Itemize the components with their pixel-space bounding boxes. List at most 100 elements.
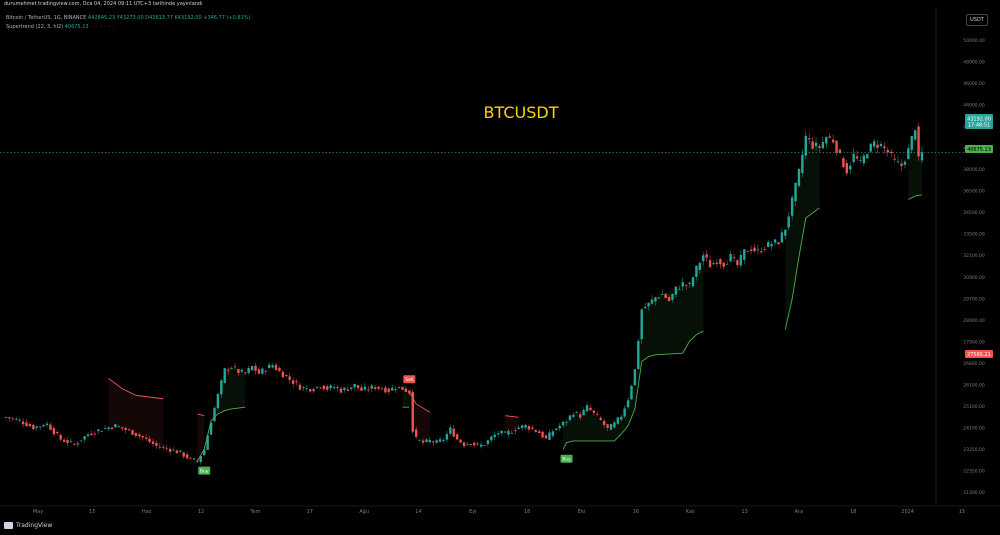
candle-body [90, 433, 93, 435]
candle-body [110, 427, 114, 430]
candle-body [479, 444, 483, 447]
supertrend-tag-bg [965, 145, 993, 153]
candle-body [862, 155, 866, 164]
candle-body [849, 165, 852, 170]
candle-body [664, 293, 667, 299]
candle-body [818, 146, 821, 148]
candle-body [691, 277, 695, 287]
candle-body [360, 387, 363, 391]
supertrend-down-line [109, 378, 588, 417]
candle-body [507, 430, 510, 435]
red-level-tag: 27565.21 [967, 352, 991, 358]
candle-body [131, 430, 134, 435]
buy-signal-label: Buy [200, 468, 209, 474]
candle-body [285, 375, 288, 377]
candle-body [114, 424, 117, 428]
candle-body [237, 369, 240, 374]
candle-body [835, 140, 838, 154]
candle-body [558, 425, 561, 429]
candle-body [438, 439, 442, 442]
indicator-settings-icons[interactable]: ◦ ◦ ◦ ◦ ◦ ◦ [90, 24, 116, 30]
candle-body [596, 414, 599, 415]
candle-body [527, 426, 531, 430]
candle-body [715, 262, 719, 264]
candle-body [613, 422, 616, 428]
candle-body [223, 368, 226, 383]
symbol-name[interactable]: Bitcoin / TetherUS, 1G, BINANCE [6, 15, 87, 21]
candle-body [363, 386, 367, 390]
candle-body [452, 428, 455, 437]
candle-body [209, 422, 213, 435]
candle-body [350, 387, 353, 390]
price-tick-label: 48000.00 [963, 60, 985, 66]
candle-body [302, 387, 305, 388]
candle-body [589, 407, 592, 411]
candle-body [185, 454, 189, 459]
candle-body [797, 168, 801, 187]
tradingview-logo[interactable]: TradingView [4, 522, 52, 529]
candle-body [28, 423, 32, 427]
currency-button[interactable]: USDT [966, 14, 988, 26]
candle-body [233, 366, 237, 368]
publish-header: durumehmet tradingview.com, Oca 04, 2024… [4, 1, 203, 7]
candle-body [230, 368, 233, 369]
candle-body [76, 443, 79, 445]
indicator-name[interactable]: Supertrend (22, 3, hl2) [6, 24, 64, 30]
price-tick-label: 22350.00 [963, 468, 985, 474]
candle-body [698, 263, 702, 270]
candle-body [312, 389, 315, 392]
candle-body [893, 158, 896, 160]
candle-body [462, 442, 466, 447]
candle-body [770, 244, 773, 247]
time-tick-label: 18 [850, 509, 856, 515]
candle-body [339, 388, 343, 393]
symbol-row: Bitcoin / TetherUS, 1G, BINANCE A42845.2… [6, 14, 251, 23]
chart-legend: Bitcoin / TetherUS, 1G, BINANCE A42845.2… [6, 14, 251, 32]
candle-body [158, 446, 162, 448]
candle-body [695, 265, 698, 277]
candle-body [83, 436, 86, 440]
candle-body [890, 151, 893, 154]
candle-body [213, 407, 216, 422]
candle-body [790, 197, 794, 216]
candle-body [773, 239, 777, 243]
candle-body [876, 144, 879, 148]
candle-body [414, 429, 418, 437]
candle-body [353, 383, 356, 388]
candle-body [763, 249, 766, 250]
candle-body [117, 426, 120, 428]
candle-body [18, 419, 21, 421]
time-tick-label: 17 [307, 509, 313, 515]
candle-body [760, 251, 763, 253]
time-axis[interactable]: May 15 Haz 12 Tem 17 Ağu 14 Eyl 18 Eki 16 Kas 13 Ara 18… [33, 508, 965, 515]
candle-body [274, 364, 278, 370]
candle-body [206, 435, 209, 450]
time-tick-label: May [33, 509, 43, 515]
candle-body [537, 431, 541, 434]
candle-body [15, 418, 18, 420]
candle-body [124, 427, 127, 430]
indicator-value: 40675.13 [64, 24, 89, 30]
candle-body [582, 409, 585, 416]
candle-body [377, 386, 380, 389]
candle-body [435, 440, 438, 443]
time-tick-label: 14 [415, 509, 421, 515]
candle-body [643, 306, 647, 309]
candle-body [896, 161, 900, 163]
candle-body [749, 249, 753, 251]
candle-body [21, 421, 25, 425]
supertrend-tag: 40675.13 [967, 147, 991, 153]
candle-body [684, 284, 688, 286]
price-axis[interactable]: 50000.0048000.0046000.0044000.0042000.00… [0, 8, 1000, 507]
candle-body [380, 388, 384, 390]
candle-body [97, 429, 100, 432]
candle-body [585, 405, 589, 412]
candle-body [838, 149, 842, 154]
price-chart[interactable]: 50000.0048000.0046000.0044000.0042000.00… [0, 0, 1000, 519]
candle-body [391, 387, 394, 391]
candle-body [247, 368, 250, 373]
supertrend-fill-area [563, 255, 704, 450]
candle-body [811, 141, 814, 149]
candle-body [766, 242, 770, 247]
price-tick-label: 38000.00 [963, 167, 985, 173]
